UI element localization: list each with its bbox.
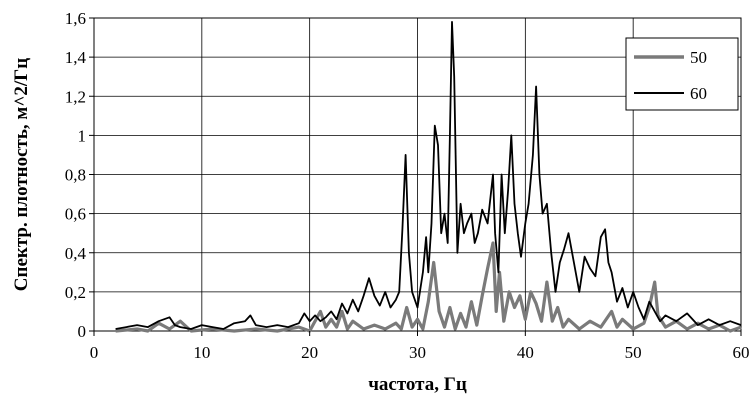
y-tick-label: 1,2 — [65, 87, 86, 106]
x-tick-label: 20 — [301, 343, 318, 362]
y-tick-label: 1,6 — [65, 9, 86, 28]
series-line-60 — [115, 21, 742, 330]
y-tick-label: 0,8 — [65, 166, 86, 185]
y-tick-label: 0,2 — [65, 283, 86, 302]
series-line-50 — [115, 241, 742, 333]
x-tick-label: 10 — [193, 343, 210, 362]
y-axis-ticks: 0 0,2 0,4 0,6 0,8 1 1,2 1,4 1,6 — [65, 9, 94, 341]
y-tick-label: 0,6 — [65, 205, 86, 224]
x-tick-label: 30 — [409, 343, 426, 362]
x-tick-label: 60 — [733, 343, 750, 362]
legend: 50 60 — [625, 37, 739, 111]
x-tick-label: 40 — [517, 343, 534, 362]
y-tick-label: 1,4 — [65, 48, 87, 67]
y-tick-label: 0 — [78, 322, 87, 341]
x-tick-label: 0 — [90, 343, 99, 362]
series-lines — [115, 21, 742, 333]
x-tick-label: 50 — [625, 343, 642, 362]
legend-box — [625, 37, 739, 111]
y-axis-label: Спектр. плотность, м^2/Гц — [11, 58, 32, 291]
legend-label-50: 50 — [690, 48, 707, 67]
y-tick-label: 0,4 — [65, 244, 87, 263]
y-tick-label: 1 — [78, 126, 87, 145]
legend-label-60: 60 — [690, 84, 707, 103]
x-axis-label: частота, Гц — [368, 374, 467, 395]
x-axis-ticks: 0 10 20 30 40 50 60 — [90, 331, 750, 362]
